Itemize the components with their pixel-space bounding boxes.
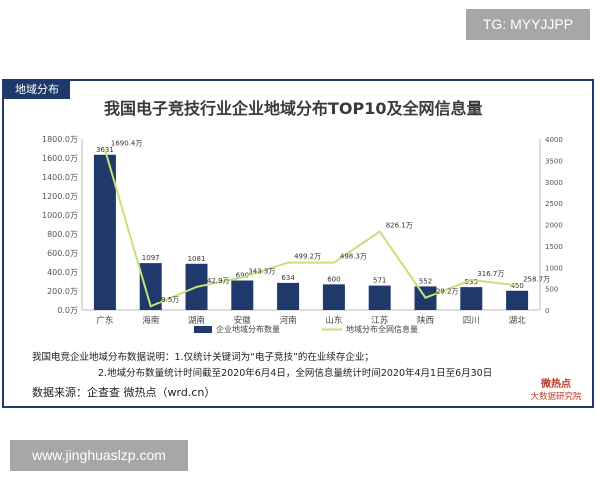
x-tick-label: 湖南: [188, 315, 205, 326]
y-right-tick-label: 4000: [545, 136, 563, 144]
x-tick-label: 四川: [463, 316, 480, 326]
y-right-tick-label: 2000: [545, 222, 563, 230]
legend-line-label: 地域分布全网信息量: [346, 324, 418, 334]
bar-value-label: 450: [510, 282, 523, 290]
brand-logo: 微热点 大数据研究院: [524, 375, 588, 402]
y-left-tick-label: 800.0万: [47, 230, 78, 239]
bar-value-label: 634: [281, 274, 295, 282]
y-right-tick-label: 3000: [545, 179, 563, 187]
x-tick-label: 安徽: [234, 315, 252, 326]
bar-value-label: 571: [373, 277, 386, 285]
x-tick-label: 海南: [142, 315, 159, 326]
line-value-label: 499.2万: [294, 253, 321, 261]
y-left-tick-label: 1400.0万: [42, 173, 78, 182]
data-source: 数据来源：企查查 微热点（wrd.cn）: [32, 386, 216, 399]
y-right-tick-label: 1500: [545, 243, 563, 251]
y-left-tick-label: 600.0万: [47, 249, 78, 258]
bar-value-label: 600: [327, 275, 340, 283]
bar-value-label: 1081: [188, 255, 206, 263]
y-right-tick-label: 500: [545, 286, 558, 294]
series-line: [103, 149, 518, 308]
chart-plot: 0.0万 200.0万 400.0万 600.0万 800.0万 1000.0万 1200.…: [42, 135, 563, 334]
bar: [231, 280, 254, 310]
y-left-tick-label: 1800.0万: [42, 135, 78, 144]
line-value-label: 498.3万: [340, 253, 367, 261]
line-value-label: 129.2万: [432, 288, 459, 296]
brand-subtitle: 大数据研究院: [530, 392, 582, 402]
note-line-2: 2.地域分布数量统计时间截至2020年6月4日，全网信息量统计时间2020年4月…: [98, 368, 493, 379]
line-value-label: 39.5万: [157, 296, 180, 304]
tg-watermark: TG: MYYJJPP: [466, 9, 590, 40]
legend-bar-swatch: [194, 326, 212, 333]
corner-tag: 地域分布: [4, 81, 70, 99]
y-right-tick-label: 1000: [545, 264, 563, 272]
x-tick-label: 湖北: [509, 316, 527, 326]
x-tick-label: 广东: [96, 315, 113, 326]
bar: [506, 290, 529, 310]
y-left-tick-label: 200.0万: [47, 287, 78, 296]
line-value-label: 242.9万: [203, 277, 230, 285]
y-right-tick-label: 2500: [545, 200, 563, 208]
line-value-label: 316.7万: [477, 270, 504, 278]
chart-panel: 地域分布 我国电子竞技行业企业地域分布TOP10及全网信息量 0.0万 200.0…: [2, 79, 594, 408]
bar-value-label: 1097: [142, 254, 160, 262]
note-line-1: 我国电竞企业地域分布数据说明：1.仅统计关键词为“电子竞技”的在业续存企业；: [32, 352, 374, 363]
y-left-tick-label: 400.0万: [47, 268, 78, 277]
chart-title: 我国电子竞技行业企业地域分布TOP10及全网信息量: [104, 99, 483, 118]
bar: [368, 285, 391, 310]
line-value-label: 343.3万: [248, 267, 275, 275]
bar: [93, 154, 116, 310]
bar: [277, 282, 300, 310]
y-left-tick-label: 0.0万: [57, 306, 78, 315]
x-tick-label: 山东: [325, 315, 342, 326]
x-tick-label: 河南: [280, 315, 297, 326]
x-tick-label: 江苏: [371, 315, 389, 326]
y-left-tick-label: 1200.0万: [42, 192, 78, 201]
bar-value-label: 535: [465, 278, 478, 286]
line-value-label: 258.7万: [523, 275, 550, 283]
brand-name: 微热点: [541, 379, 571, 390]
y-right-tick-label: 0: [545, 307, 549, 315]
line-value-label: 826.1万: [386, 222, 413, 230]
y-left-tick-label: 1600.0万: [42, 154, 78, 163]
x-tick-label: 陕西: [417, 315, 434, 326]
notes: 我国电竞企业地域分布数据说明：1.仅统计关键词为“电子竞技”的在业续存企业； 2…: [32, 350, 492, 382]
bar: [322, 284, 345, 310]
bar: [139, 263, 162, 310]
line-value-label: 1690.4万: [111, 139, 142, 147]
y-left-tick-label: 1000.0万: [42, 211, 78, 220]
bar-value-label: 552: [419, 277, 432, 285]
bar: [460, 287, 483, 310]
bar-value-label: 690: [236, 272, 249, 280]
y-right-tick-label: 3500: [545, 157, 563, 165]
url-watermark: www.jinghuaslzp.com: [10, 440, 188, 471]
legend-bar-label: 企业地域分布数量: [216, 324, 280, 334]
